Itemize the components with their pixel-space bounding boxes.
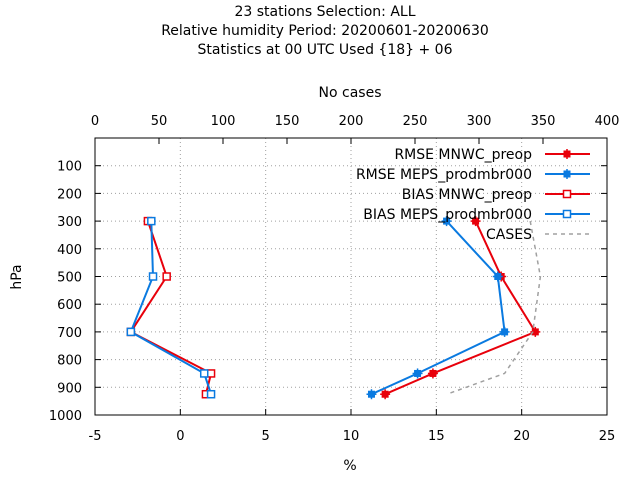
y-tick-label: 800 <box>57 354 82 369</box>
x2-tick-label: 250 <box>403 114 428 129</box>
series-line <box>384 220 537 396</box>
y-tick-label: 600 <box>57 298 82 313</box>
x-tick-label: 5 <box>262 429 270 444</box>
series-1 <box>366 216 510 400</box>
x-tick-label: -5 <box>89 429 102 444</box>
x-tick-label: 10 <box>343 429 360 444</box>
y-tick-label: 700 <box>57 326 82 341</box>
data-point <box>199 369 209 378</box>
legend-swatch-marker <box>562 209 572 219</box>
chart-title-line: Relative humidity Period: 20200601-20200… <box>161 23 489 39</box>
x2-axis-label: No cases <box>319 85 382 101</box>
x-tick-label: 25 <box>599 429 616 444</box>
series-line <box>446 220 542 395</box>
y-tick-label: 300 <box>57 215 82 230</box>
x-tick-label: 0 <box>176 429 184 444</box>
legend-swatch-marker <box>562 189 572 199</box>
y-tick-label: 400 <box>57 243 82 258</box>
y-axis-label: hPa <box>9 264 25 289</box>
data-point <box>148 272 158 281</box>
data-point <box>162 272 171 281</box>
legend-label: CASES <box>486 227 532 243</box>
x-tick-label: 15 <box>428 429 445 444</box>
y-tick-label: 200 <box>57 187 82 202</box>
series-4 <box>446 220 542 395</box>
y-tick-label: 900 <box>57 381 82 396</box>
legend-label: RMSE MNWC_preop <box>394 147 532 163</box>
series-line <box>129 220 213 395</box>
x2-tick-label: 0 <box>91 114 99 129</box>
x2-tick-label: 200 <box>339 114 364 129</box>
y-tick-label: 1000 <box>49 409 82 424</box>
series-line <box>371 220 506 396</box>
data-point <box>126 327 136 337</box>
chart-title-line: Statistics at 00 UTC Used {18} + 06 <box>197 42 452 58</box>
y-tick-label: 500 <box>57 271 82 286</box>
data-point <box>206 369 216 378</box>
x2-tick-label: 350 <box>531 114 556 129</box>
legend-label: BIAS MEPS_prodmbr000 <box>363 207 532 223</box>
x-tick-label: 20 <box>513 429 530 444</box>
chart-title-line: 23 stations Selection: ALL <box>234 4 415 20</box>
legend-label: BIAS MNWC_preop <box>402 187 532 203</box>
legend-label: RMSE MEPS_prodmbr000 <box>356 167 532 183</box>
data-point <box>147 216 156 226</box>
x-axis-label: % <box>343 458 356 474</box>
x2-tick-label: 50 <box>151 114 168 129</box>
x2-tick-label: 300 <box>467 114 492 129</box>
x2-tick-label: 150 <box>275 114 300 129</box>
series-3 <box>126 216 216 399</box>
x2-tick-label: 400 <box>595 114 620 129</box>
y-tick-label: 100 <box>57 160 82 175</box>
series-0 <box>380 216 541 400</box>
x2-tick-label: 100 <box>211 114 236 129</box>
data-point <box>206 389 216 399</box>
